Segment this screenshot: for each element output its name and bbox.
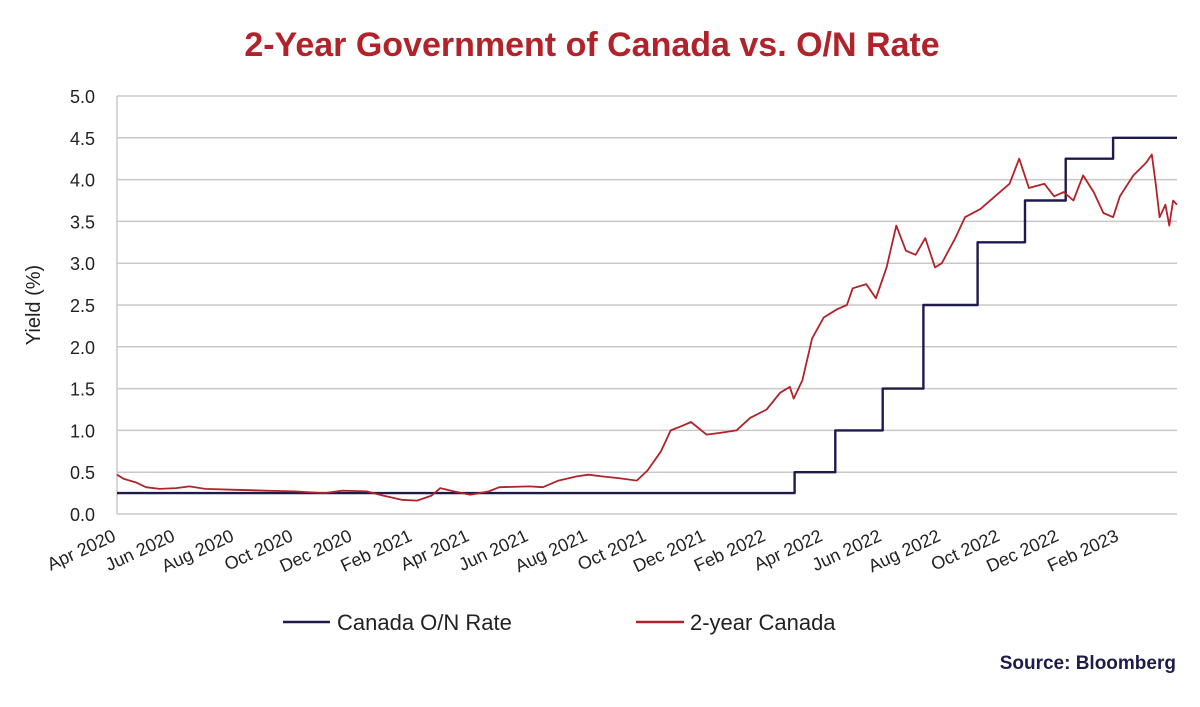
series-line-two-year bbox=[116, 153, 1178, 502]
y-tick-label: 3.0 bbox=[70, 254, 95, 274]
y-tick-label: 4.0 bbox=[70, 171, 95, 191]
series-lines bbox=[116, 136, 1178, 502]
y-tick-label: 2.0 bbox=[70, 338, 95, 358]
y-tick-label: 0.5 bbox=[70, 463, 95, 483]
y-tick-label: 1.0 bbox=[70, 421, 95, 441]
legend-label-two-year: 2-year Canada bbox=[690, 610, 836, 635]
legend: Canada O/N Rate 2-year Canada bbox=[283, 610, 836, 635]
y-axis-label: Yield (%) bbox=[23, 265, 45, 345]
y-tick-label: 4.5 bbox=[70, 129, 95, 149]
gridlines bbox=[116, 95, 1177, 515]
chart-title: 2-Year Government of Canada vs. O/N Rate bbox=[244, 26, 940, 64]
y-axis-ticks: 0.0 0.5 1.0 1.5 2.0 2.5 3.0 3.5 4.0 4.5 5.0 bbox=[70, 87, 95, 525]
y-tick-label: 0.0 bbox=[70, 505, 95, 525]
source-note: Source: Bloomberg bbox=[999, 653, 1176, 674]
y-tick-label: 3.5 bbox=[70, 212, 95, 232]
y-tick-label: 5.0 bbox=[70, 87, 95, 107]
legend-label-on-rate: Canada O/N Rate bbox=[337, 610, 512, 635]
series-line-on-rate bbox=[117, 136, 1177, 495]
y-tick-label: 1.5 bbox=[70, 380, 95, 400]
y-tick-label: 2.5 bbox=[70, 296, 95, 316]
